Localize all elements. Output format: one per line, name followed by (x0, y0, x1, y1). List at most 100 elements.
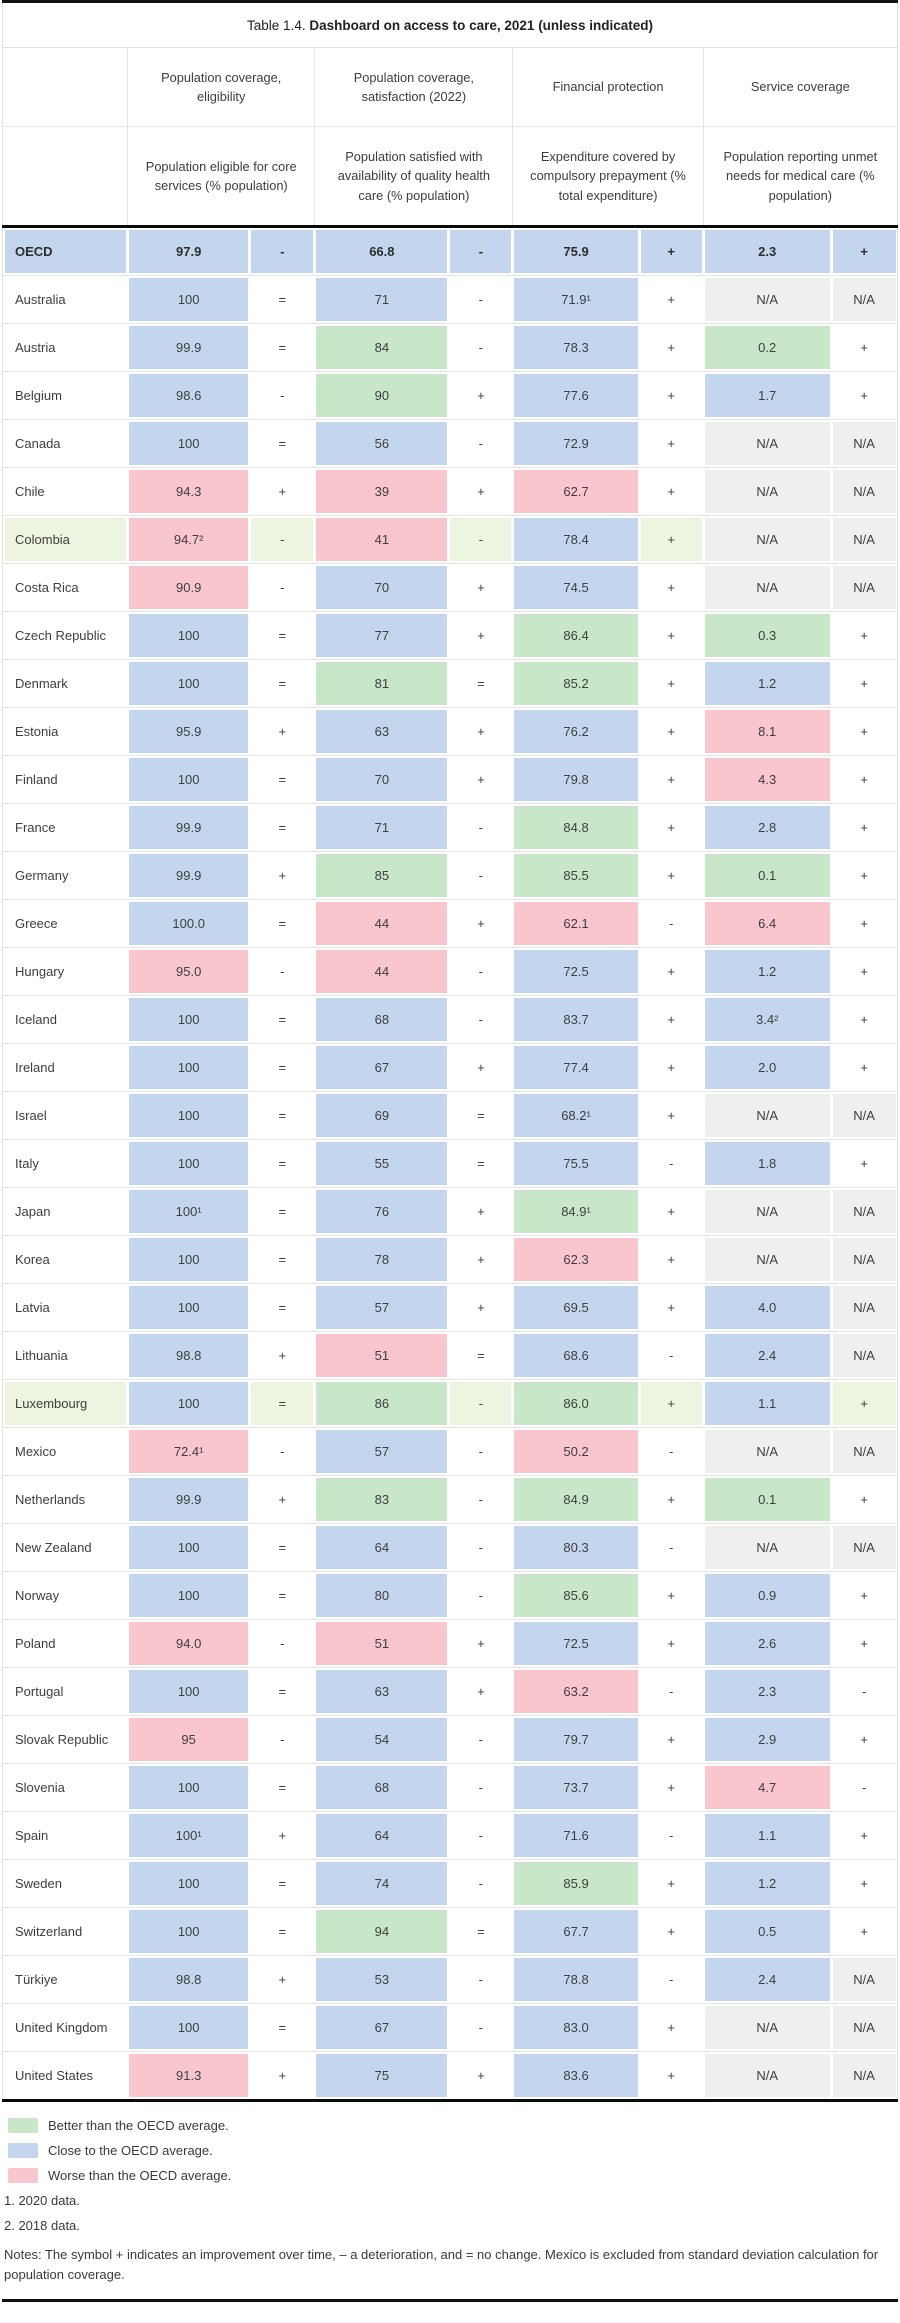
trend-symbol: + (860, 1636, 868, 1651)
trend-symbol: = (278, 292, 287, 307)
trend-symbol-cell: = (249, 1523, 315, 1572)
trend-symbol: - (478, 1732, 484, 1747)
country-cell: Mexico (2, 1427, 128, 1476)
trend-symbol: - (668, 916, 674, 931)
trend-symbol: = (477, 676, 485, 691)
trend-symbol: + (667, 2020, 675, 2035)
trend-symbol: + (667, 1780, 675, 1795)
value-cell: 0.1 (703, 851, 832, 900)
trend-symbol-cell: + (639, 1379, 704, 1428)
trend-symbol: - (450, 1382, 512, 1425)
trend-symbol: + (860, 1156, 868, 1171)
table-row: Luxembourg 100 = 86-86.0 +1.1 + (2, 1379, 898, 1428)
trend-symbol: = (278, 628, 287, 643)
legend-label: Worse than the OECD average. (48, 2168, 232, 2183)
trend-symbol-cell: N/A (831, 1235, 898, 1284)
trend-symbol: = (477, 1156, 485, 1171)
country-label: Belgium (15, 388, 62, 403)
value: 99.9 (129, 326, 249, 369)
table-row: Denmark 100 = 81 = 85.2 +1.2 + (2, 659, 898, 708)
trend-symbol: - (861, 1684, 867, 1699)
value-cell: 67.7 (512, 1907, 640, 1956)
value-cell: 100 (127, 1763, 250, 1812)
trend-symbol: = (278, 1540, 287, 1555)
trend-symbol: - (478, 1012, 484, 1027)
value: 0.1 (704, 854, 830, 897)
country-cell: Greece (2, 899, 128, 948)
value: 94.0 (129, 1622, 249, 1665)
trend-symbol: + (860, 1732, 868, 1747)
trend-symbol-cell: + (831, 1859, 898, 1908)
value: 100 (129, 1766, 249, 1809)
value-cell: 2.4 (703, 1955, 832, 2004)
value: 63.2 (514, 1670, 638, 1713)
value: 79.7 (514, 1718, 638, 1761)
value-cell: 100¹ (127, 1187, 250, 1236)
value: 91.3 (129, 2054, 249, 2097)
table-row: United States 91.3 +75 +83.6 + N/A N/A (2, 2051, 898, 2102)
country-cell: Colombia (2, 515, 128, 564)
trend-symbol: - (478, 868, 484, 883)
value: 85.5 (514, 854, 638, 897)
country-label: Iceland (15, 1012, 57, 1027)
trend-symbol-cell: = (249, 1859, 315, 1908)
value: 75.5 (514, 1142, 638, 1185)
value: 75.9 (514, 230, 638, 273)
close-swatch-icon (8, 2143, 38, 2158)
trend-symbol: + (667, 1636, 675, 1651)
value-cell: 75.5 (512, 1139, 640, 1188)
trend-symbol-cell: N/A (831, 1955, 898, 2004)
value-cell: 99.9 (127, 1475, 250, 1524)
value: 100 (129, 758, 249, 801)
value: 81 (316, 662, 448, 705)
trend-symbol: N/A (832, 2054, 896, 2097)
trend-symbol-cell: + (639, 515, 704, 564)
trend-symbol: = (477, 1348, 485, 1363)
trend-symbol: + (278, 1348, 287, 1363)
value-cell: 100 (127, 755, 250, 804)
trend-symbol: + (667, 388, 675, 403)
value-cell: 1.2 (703, 947, 832, 996)
table-row: Slovenia 100 = 68 - 73.7 +4.7 - (2, 1763, 898, 1812)
value: 90 (316, 374, 448, 417)
trend-symbol-cell: + (639, 947, 704, 996)
value: 86 (316, 1382, 448, 1425)
value: 78 (316, 1238, 448, 1281)
value: 71.9¹ (514, 278, 638, 321)
country-cell: Slovenia (2, 1763, 128, 1812)
trend-symbol-cell: + (831, 851, 898, 900)
value-cell: 100 (127, 659, 250, 708)
trend-symbol-cell: + (639, 2003, 704, 2052)
value-cell: 100 (127, 1091, 250, 1140)
value: 78.4 (514, 518, 638, 561)
value-cell: 75 (314, 2051, 449, 2102)
trend-symbol-cell: - (448, 1955, 513, 2004)
trend-symbol: + (477, 1252, 485, 1267)
value: 44 (316, 902, 448, 945)
trend-symbol: - (668, 1684, 674, 1699)
trend-symbol-cell: = (249, 1283, 315, 1332)
trend-symbol-cell: + (639, 419, 704, 468)
trend-symbol: + (667, 1204, 675, 1219)
country-label: Chile (15, 484, 45, 499)
value: 77.4 (514, 1046, 638, 1089)
value: N/A (704, 470, 830, 513)
trend-symbol: + (278, 868, 287, 883)
trend-symbol-cell: = (448, 1331, 513, 1380)
trend-symbol: = (278, 1156, 287, 1171)
trend-symbol: = (278, 1780, 287, 1795)
trend-symbol-cell: + (448, 1283, 513, 1332)
legend-item-close: Close to the OECD average. (8, 2143, 898, 2158)
trend-symbol-cell: + (448, 1187, 513, 1236)
value: 90.9 (129, 566, 249, 609)
group-header-financial-protection: Financial protection (512, 47, 704, 127)
trend-symbol-cell: = (249, 275, 315, 324)
trend-symbol: + (477, 1204, 485, 1219)
value-cell: 0.2 (703, 323, 832, 372)
country-cell: New Zealand (2, 1523, 128, 1572)
trend-symbol: + (860, 340, 868, 355)
country-cell: Israel (2, 1091, 128, 1140)
country-cell: Estonia (2, 707, 128, 756)
table-row: Netherlands 99.9 +83 - 84.9 +0.1 + (2, 1475, 898, 1524)
